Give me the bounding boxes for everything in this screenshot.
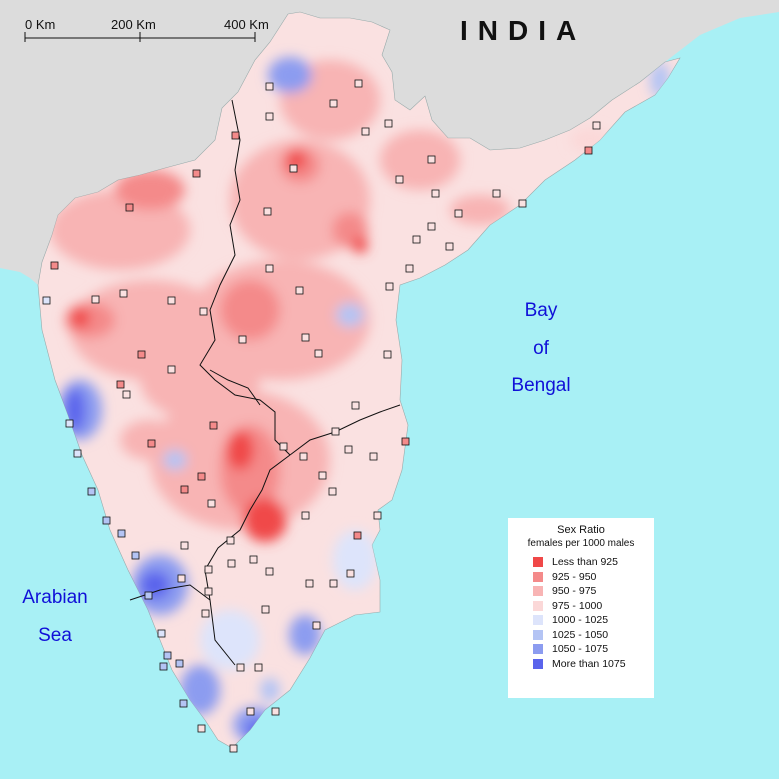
legend-label: 925 - 950 xyxy=(552,570,597,583)
legend-swatch xyxy=(533,557,543,568)
outside-land xyxy=(0,0,779,285)
legend-label: 1050 - 1075 xyxy=(552,643,609,656)
legend-label: 1000 - 1025 xyxy=(552,614,609,627)
legend-swatch xyxy=(533,586,543,597)
legend-label: 950 - 975 xyxy=(552,585,597,598)
legend-label: 975 - 1000 xyxy=(552,599,603,612)
legend-item: 925 - 950 xyxy=(508,570,654,585)
legend-swatch xyxy=(533,615,543,626)
legend-label: More than 1075 xyxy=(552,657,626,670)
legend-swatch xyxy=(533,600,543,611)
arabian-label-line1: Arabian xyxy=(22,587,88,608)
map-title: INDIA xyxy=(460,15,586,46)
legend-title: Sex Ratio xyxy=(557,524,605,536)
scale-label-200: 200 Km xyxy=(111,17,156,32)
scale-label-0: 0 Km xyxy=(25,17,55,32)
bay-label-line2: of xyxy=(533,338,550,359)
bay-label-line1: Bay xyxy=(525,300,558,321)
legend-item: 1000 - 1025 xyxy=(508,613,654,628)
legend-item: 1050 - 1075 xyxy=(508,642,654,657)
legend-item: More than 1075 xyxy=(508,657,654,672)
scale-bar xyxy=(24,32,256,42)
legend-swatch xyxy=(533,571,543,582)
arabian-label-line2: Sea xyxy=(38,625,72,646)
bay-label-line3: Bengal xyxy=(511,375,570,396)
legend: Sex Ratio females per 1000 males Less th… xyxy=(508,518,654,698)
legend-swatch xyxy=(533,658,543,669)
legend-item: 1025 - 1050 xyxy=(508,628,654,643)
district-markers xyxy=(42,79,601,753)
legend-label: 1025 - 1050 xyxy=(552,628,609,641)
legend-swatch xyxy=(533,629,543,640)
scale-label-400: 400 Km xyxy=(224,17,269,32)
legend-item: Less than 925 xyxy=(508,555,654,570)
legend-item: 950 - 975 xyxy=(508,584,654,599)
peninsula-land xyxy=(37,11,681,749)
legend-swatch xyxy=(533,644,543,655)
legend-subtitle: females per 1000 males xyxy=(527,538,635,549)
legend-label: Less than 925 xyxy=(552,556,618,569)
legend-item: 975 - 1000 xyxy=(508,599,654,614)
